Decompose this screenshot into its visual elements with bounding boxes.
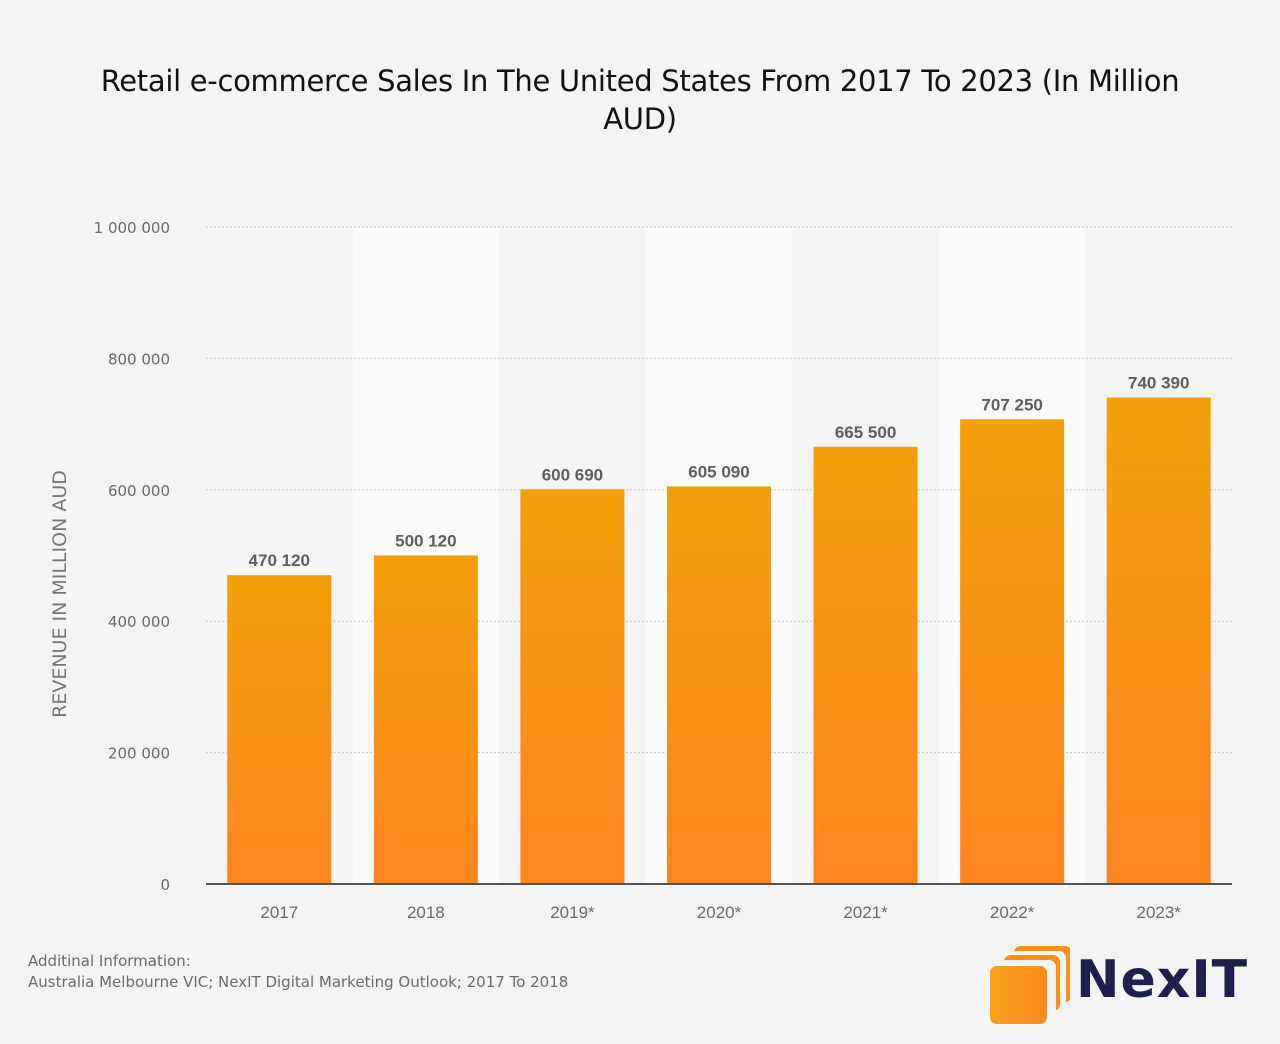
data-label: 605 090 [688,462,749,481]
y-tick-label: 600 000 [108,482,170,500]
x-axis-ticks: 2017 2018 2019* 2020* 2021* 2022* 2023* [260,903,1181,922]
bar-2019 [520,489,625,884]
data-label: 470 120 [249,551,310,570]
chart-title: Retail e-commerce Sales In The United St… [100,64,1180,136]
bar-2020 [667,486,771,884]
bar-2017 [227,575,332,884]
x-tick-label: 2019* [550,903,595,922]
data-label: 500 120 [395,531,456,550]
data-labels: 470 120 500 120 600 690 605 090 665 500 707 2… [249,374,1190,571]
x-tick-label: 2020* [697,903,742,922]
footer-heading: Additinal Information: [28,952,191,970]
footer-source: Australia Melbourne VIC; NexIT Digital M… [28,973,569,991]
bar-2022 [960,419,1065,884]
data-label: 665 500 [835,423,896,442]
data-label: 740 390 [1128,374,1189,393]
stacked-squares-logo-icon [990,946,1072,1024]
data-label: 600 690 [542,465,603,484]
bar-chart: 0 200 000 400 000 600 000 800 000 1 000 000 4… [49,219,1232,922]
y-tick-label: 800 000 [108,350,170,368]
data-label: 707 250 [981,395,1042,414]
bar-2018 [373,555,478,884]
nexit-logo: NexIT [974,944,1254,1028]
x-tick-label: 2022* [990,903,1035,922]
footer-info: Additinal Information: Australia Melbour… [28,951,568,993]
y-tick-label: 400 000 [108,613,170,631]
y-tick-label: 1 000 000 [94,219,170,237]
logo-text: NexIT [1076,950,1249,1010]
y-tick-label: 200 000 [108,745,170,763]
x-tick-label: 2018 [407,903,445,922]
y-axis-label: REVENUE IN MILLION AUD [49,470,71,718]
x-tick-label: 2017 [260,903,298,922]
y-tick-label: 0 [160,876,170,894]
bar-2021 [813,446,918,884]
x-tick-label: 2023* [1136,903,1181,922]
bar-2023 [1106,397,1211,884]
x-tick-label: 2021* [843,903,888,922]
bars [227,397,1211,884]
y-axis-ticks: 0 200 000 400 000 600 000 800 000 1 000 000 [94,219,170,894]
